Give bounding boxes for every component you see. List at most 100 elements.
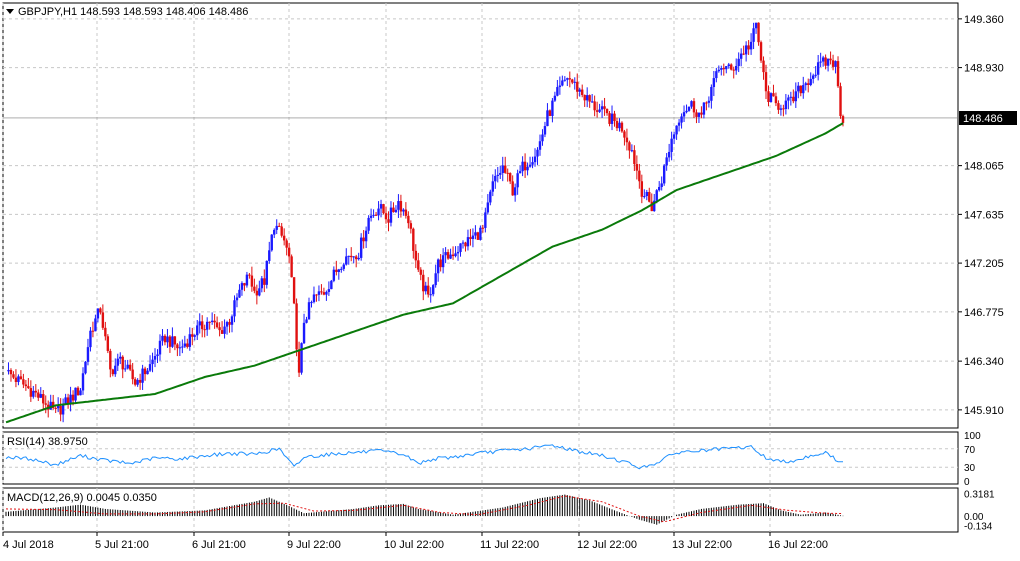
- candle-body: [320, 291, 323, 293]
- candle-body: [635, 164, 639, 171]
- candle-body: [685, 110, 688, 113]
- candle-body: [59, 405, 62, 415]
- price-tick-label: 149.360: [964, 14, 1004, 26]
- candle-body: [315, 294, 318, 296]
- candle-body: [799, 85, 802, 94]
- candle-body: [121, 356, 124, 370]
- candle-body: [49, 401, 52, 410]
- candle-body: [732, 69, 735, 71]
- candle-body: [563, 79, 567, 81]
- candle-body: [156, 354, 159, 357]
- candle-body: [166, 336, 169, 343]
- candle-body: [797, 85, 800, 92]
- candle-body: [404, 209, 408, 216]
- candle-body: [474, 232, 477, 236]
- candle-body: [826, 58, 830, 66]
- candle-body: [310, 302, 313, 304]
- candle-body: [610, 113, 614, 124]
- candle-body: [54, 408, 57, 410]
- candle-body: [618, 122, 621, 129]
- candle-body: [588, 95, 591, 102]
- candle-body: [558, 85, 562, 88]
- rsi-tick-label: 0: [964, 477, 970, 488]
- price-tick-label: 147.205: [964, 258, 1004, 270]
- axis-labels: 149.360 148.930 148.065 147.635 147.205 146.7…: [2, 14, 1004, 551]
- candle-body: [357, 257, 360, 260]
- candle-body: [687, 106, 691, 111]
- candle-body: [807, 83, 810, 85]
- macd-title: MACD(12,26,9) 0.0045 0.0350: [7, 492, 157, 504]
- candle-body: [84, 361, 87, 374]
- indicator-lines: [5, 122, 844, 523]
- candle-body: [124, 368, 127, 370]
- price-tick-label: 148.065: [964, 161, 1004, 173]
- candle-body: [126, 364, 129, 369]
- candle-body: [533, 156, 537, 163]
- candle-body: [824, 57, 827, 66]
- candle-body: [702, 102, 706, 115]
- candle-body: [633, 150, 636, 165]
- candle-body: [32, 390, 35, 397]
- candle-body: [655, 190, 658, 201]
- candle-body: [131, 369, 134, 380]
- candle-body: [697, 112, 701, 117]
- time-tick-label: 6 Jul 21:00: [192, 539, 246, 551]
- time-tick-label: 5 Jul 21:00: [95, 539, 149, 551]
- candle-body: [821, 57, 825, 62]
- candle-body: [811, 75, 815, 79]
- candle-body: [834, 61, 837, 67]
- price-tick-label: 147.635: [964, 209, 1004, 221]
- candle-body: [213, 320, 216, 323]
- candle-body: [640, 181, 644, 197]
- rsi-pane-frame: [2, 431, 959, 485]
- candle-body: [161, 335, 164, 341]
- candle-body: [441, 255, 445, 268]
- candle-body: [735, 66, 738, 71]
- main-pane-frame: [2, 2, 959, 429]
- candle-body: [705, 102, 708, 104]
- candle-body: [183, 343, 187, 347]
- candle-body: [34, 390, 38, 393]
- macd-signal-line: [5, 495, 844, 523]
- candle-body: [412, 228, 415, 251]
- time-tick-label: 4 Jul 2018: [3, 539, 54, 551]
- candle-body: [367, 217, 370, 231]
- candle-body: [94, 318, 97, 332]
- candle-body: [330, 280, 333, 290]
- candle-body: [151, 359, 154, 365]
- candle-body: [576, 81, 579, 92]
- candle-body: [523, 161, 527, 171]
- candle-body: [71, 394, 75, 401]
- candle-body: [27, 386, 30, 389]
- candle-body: [407, 215, 410, 224]
- candle-body: [188, 334, 191, 347]
- candle-body: [377, 208, 380, 216]
- candle-body: [501, 165, 504, 173]
- candle-body: [546, 110, 549, 127]
- candle-body: [7, 369, 10, 372]
- candle-body: [255, 290, 259, 296]
- candle-body: [831, 60, 835, 67]
- candle-body: [561, 80, 564, 86]
- candle-body: [153, 356, 157, 360]
- price-tick-label: 146.340: [964, 356, 1004, 368]
- candle-body: [198, 321, 201, 326]
- candle-body: [491, 181, 495, 192]
- candle-body: [511, 181, 514, 196]
- candle-body: [191, 334, 194, 337]
- menu-triangle-icon[interactable]: [6, 9, 14, 14]
- candle-body: [91, 330, 95, 332]
- candle-body: [759, 42, 763, 61]
- candle-body: [424, 285, 427, 292]
- candle-body: [692, 101, 696, 113]
- candle-body: [730, 64, 733, 70]
- candle-body: [466, 237, 470, 247]
- candle-body: [749, 41, 753, 50]
- candle-body: [243, 283, 246, 286]
- candle-body: [779, 108, 783, 110]
- candle-body: [116, 358, 119, 366]
- candle-body: [171, 336, 174, 347]
- candle-body: [680, 116, 683, 123]
- candle-body: [553, 95, 557, 101]
- candle-body: [263, 278, 266, 285]
